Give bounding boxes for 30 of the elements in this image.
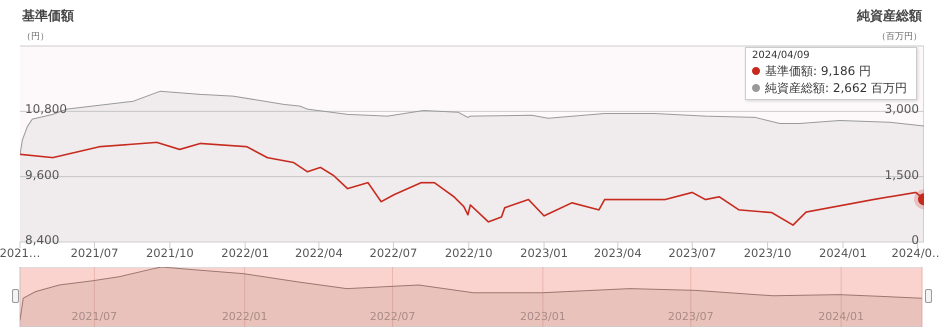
x-tick-label: 2023/07: [668, 246, 716, 260]
x-tick-label: 2021/07: [70, 246, 118, 260]
annotation: 基準価額: 9,186 円: [764, 63, 872, 80]
y2-axis-title: 純資産総額（百万円）: [857, 8, 922, 43]
x-tick-label: 2024/01: [817, 310, 865, 323]
x-tick-label: 2024/0…: [891, 246, 940, 260]
x-tick-label: 2023/10: [744, 246, 792, 260]
annotation: 2024/04/09: [752, 50, 811, 61]
y-tick-label: 8,400: [25, 232, 60, 248]
x-tick-label: 2021/07: [70, 310, 118, 323]
y2-tick-label: 0: [911, 232, 919, 248]
x-tick-label: 2022/07: [370, 246, 418, 260]
annotation: 純資産総額: 2,662 百万円: [764, 80, 908, 97]
y-axis-title: 基準価額（円）: [22, 8, 74, 43]
y2-tick-label: 1,500: [884, 166, 919, 183]
x-tick-label: 2023/04: [594, 246, 642, 260]
x-tick-label: 2023/01: [520, 246, 568, 260]
y-tick-label: 9,600: [25, 166, 60, 183]
x-tick-label: 2022/07: [368, 310, 416, 323]
x-tick-label: 2022/10: [444, 246, 493, 260]
y2-tick-label: 3,000: [884, 101, 919, 118]
x-tick-label: 2023/01: [519, 310, 567, 323]
x-tick-label: 2024/01: [819, 246, 867, 260]
x-tick-label: 2022/01: [221, 246, 270, 260]
x-tick-label: 2023/07: [666, 310, 715, 323]
y-tick-label: 10,800: [25, 101, 67, 118]
x-tick-label: 2022/04: [294, 246, 343, 260]
x-tick-label: 2021/10: [146, 246, 194, 260]
x-tick-label: 2022/01: [220, 310, 269, 323]
x-tick-label: 2021…: [0, 246, 40, 260]
